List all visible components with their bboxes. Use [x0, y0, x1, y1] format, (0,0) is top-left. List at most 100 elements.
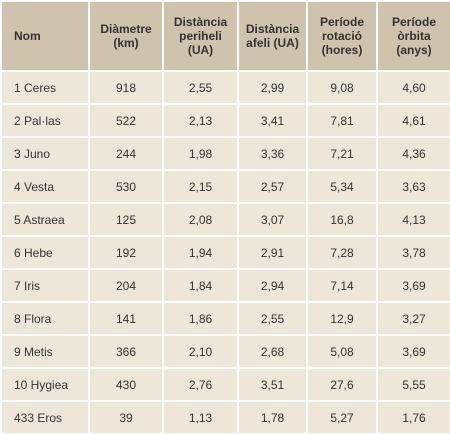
- value-cell: 366: [88, 334, 164, 369]
- value-cell: 4,60: [376, 70, 450, 105]
- value-cell: 1,98: [162, 136, 239, 171]
- header-text: periheli: [179, 29, 222, 43]
- value-cell: 522: [88, 103, 164, 138]
- value-cell: 16,8: [306, 202, 378, 237]
- name-cell: 1 Ceres: [0, 70, 90, 105]
- value-cell: 3,51: [237, 367, 308, 402]
- table-row: 433 Eros 39 1,13 1,78 5,27 1,76: [0, 400, 450, 435]
- name-cell: 7 Iris: [0, 268, 90, 303]
- value-cell: 3,27: [376, 301, 450, 336]
- name-cell: 8 Flora: [0, 301, 90, 336]
- header-text: afeli (UA): [246, 36, 299, 50]
- value-cell: 244: [88, 136, 164, 171]
- value-cell: 1,86: [162, 301, 239, 336]
- value-cell: 430: [88, 367, 164, 402]
- table-row: 2 Pal·las 522 2,13 3,41 7,81 4,61: [0, 103, 450, 138]
- value-cell: 4,36: [376, 136, 450, 171]
- header-cell: Període rotació (hores): [306, 0, 378, 72]
- value-cell: 7,81: [306, 103, 378, 138]
- header-cell: Diàmetre (km): [88, 0, 164, 72]
- value-cell: 27,6: [306, 367, 378, 402]
- value-cell: 3,69: [376, 334, 450, 369]
- name-cell: 4 Vesta: [0, 169, 90, 204]
- value-cell: 141: [88, 301, 164, 336]
- value-cell: 2,08: [162, 202, 239, 237]
- value-cell: 1,94: [162, 235, 239, 270]
- value-cell: 192: [88, 235, 164, 270]
- header-cell: Període òrbita (anys): [376, 0, 450, 72]
- header-text: Període: [319, 15, 364, 29]
- value-cell: 5,34: [306, 169, 378, 204]
- value-cell: 530: [88, 169, 164, 204]
- value-cell: 3,07: [237, 202, 308, 237]
- table-row: 7 Iris 204 1,84 2,94 7,14 3,69: [0, 268, 450, 303]
- value-cell: 2,76: [162, 367, 239, 402]
- name-cell: 9 Metis: [0, 334, 90, 369]
- value-cell: 125: [88, 202, 164, 237]
- value-cell: 3,36: [237, 136, 308, 171]
- value-cell: 918: [88, 70, 164, 105]
- value-cell: 3,63: [376, 169, 450, 204]
- header-text: (UA): [187, 43, 214, 57]
- value-cell: 2,94: [237, 268, 308, 303]
- table-row: 5 Astraea 125 2,08 3,07 16,8 4,13: [0, 202, 450, 237]
- value-cell: 12,9: [306, 301, 378, 336]
- value-cell: 39: [88, 400, 164, 435]
- table-row: 1 Ceres 918 2,55 2,99 9,08 4,60: [0, 70, 450, 105]
- header-text: Distància: [245, 22, 300, 36]
- name-cell: 10 Hygiea: [0, 367, 90, 402]
- value-cell: 4,13: [376, 202, 450, 237]
- header-cell: Distància afeli (UA): [237, 0, 308, 72]
- value-cell: 2,57: [237, 169, 308, 204]
- header-text: òrbita: [397, 29, 431, 43]
- value-cell: 2,55: [162, 70, 239, 105]
- name-cell: 6 Hebe: [0, 235, 90, 270]
- value-cell: 1,84: [162, 268, 239, 303]
- header-text: (hores): [321, 43, 363, 57]
- header-text: Nom: [14, 29, 41, 43]
- value-cell: 5,08: [306, 334, 378, 369]
- value-cell: 3,41: [237, 103, 308, 138]
- value-cell: 2,10: [162, 334, 239, 369]
- value-cell: 1,13: [162, 400, 239, 435]
- value-cell: 7,14: [306, 268, 378, 303]
- value-cell: 7,21: [306, 136, 378, 171]
- header-text: Diàmetre: [100, 22, 152, 36]
- value-cell: 5,27: [306, 400, 378, 435]
- value-cell: 2,68: [237, 334, 308, 369]
- header-cell: Distància periheli (UA): [162, 0, 239, 72]
- table-row: 10 Hygiea 430 2,76 3,51 27,6 5,55: [0, 367, 450, 402]
- table-row: 3 Juno 244 1,98 3,36 7,21 4,36: [0, 136, 450, 171]
- header-row: Nom Diàmetre (km) Distància periheli (UA) Dist…: [0, 0, 450, 72]
- value-cell: 2,15: [162, 169, 239, 204]
- value-cell: 1,76: [376, 400, 450, 435]
- header-text: (km): [113, 36, 139, 50]
- table-body: 1 Ceres 918 2,55 2,99 9,08 4,60 2 Pal·las 522 2,…: [0, 70, 450, 435]
- header-text: Període: [391, 15, 436, 29]
- table-row: 6 Hebe 192 1,94 2,91 7,28 3,78: [0, 235, 450, 270]
- value-cell: 2,55: [237, 301, 308, 336]
- header-text: Distància: [173, 15, 228, 29]
- name-cell: 2 Pal·las: [0, 103, 90, 138]
- table-row: 4 Vesta 530 2,15 2,57 5,34 3,63: [0, 169, 450, 204]
- value-cell: 4,61: [376, 103, 450, 138]
- value-cell: 2,91: [237, 235, 308, 270]
- value-cell: 9,08: [306, 70, 378, 105]
- name-cell: 3 Juno: [0, 136, 90, 171]
- header-cell: Nom: [0, 0, 90, 72]
- value-cell: 1,78: [237, 400, 308, 435]
- value-cell: 204: [88, 268, 164, 303]
- value-cell: 3,78: [376, 235, 450, 270]
- name-cell: 433 Eros: [0, 400, 90, 435]
- value-cell: 2,99: [237, 70, 308, 105]
- value-cell: 5,55: [376, 367, 450, 402]
- table-row: 8 Flora 141 1,86 2,55 12,9 3,27: [0, 301, 450, 336]
- table-row: 9 Metis 366 2,10 2,68 5,08 3,69: [0, 334, 450, 369]
- name-cell: 5 Astraea: [0, 202, 90, 237]
- value-cell: 2,13: [162, 103, 239, 138]
- value-cell: 3,69: [376, 268, 450, 303]
- value-cell: 7,28: [306, 235, 378, 270]
- header-text: rotació: [321, 29, 362, 43]
- header-text: (anys): [396, 43, 432, 57]
